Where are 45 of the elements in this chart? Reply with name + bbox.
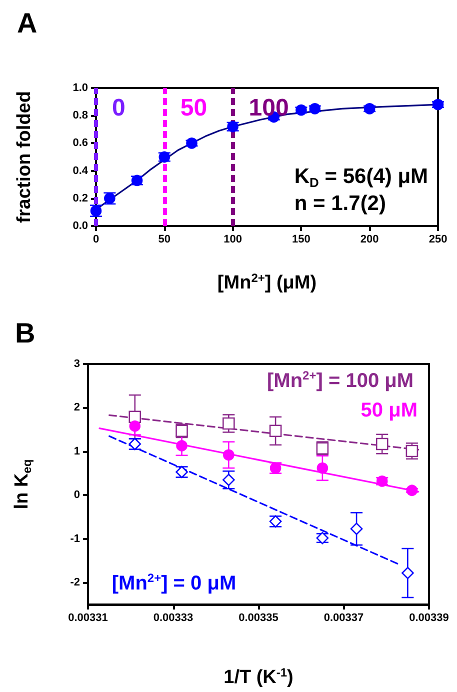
ref-line-label: 50 — [180, 94, 208, 122]
y-tick-label: 0.4 — [72, 164, 89, 177]
y-axis-title: ln Keq — [12, 459, 34, 510]
y-tick-label: 0.6 — [72, 137, 88, 150]
y-tick-label: 0.0 — [72, 220, 88, 232]
x-tick-label: 0.00339 — [409, 612, 449, 624]
point — [350, 522, 363, 535]
point — [364, 103, 376, 114]
x-tick-label: 50 — [158, 234, 171, 246]
point — [223, 449, 234, 461]
x-tick-label: 0 — [92, 234, 100, 246]
y-tick-label: 0.8 — [72, 110, 88, 122]
y-tick-label: 3 — [74, 358, 80, 370]
y-tick-label: -2 — [70, 576, 80, 589]
point — [222, 417, 235, 430]
point — [316, 462, 328, 474]
point — [376, 438, 388, 450]
ref-line-label: 100 — [248, 94, 289, 122]
x-tick-label: 200 — [360, 234, 379, 246]
x-tick-label: 100 — [224, 234, 242, 246]
annotation: n = 1.7(2) — [294, 192, 386, 215]
point — [432, 98, 444, 110]
point — [402, 566, 414, 580]
text: 50 μM — [360, 399, 418, 422]
point — [406, 444, 418, 458]
x-tick-label: 250 — [428, 234, 448, 246]
x-tick-label: 0.00333 — [153, 612, 194, 624]
y-tick-label: 1 — [74, 445, 80, 458]
y-tick-label: 0 — [74, 489, 80, 502]
x-tick-label: 0.00335 — [238, 612, 278, 624]
y-tick-label: 0.2 — [72, 192, 88, 204]
y-tick-label: 2 — [74, 402, 80, 414]
point — [222, 474, 235, 486]
x-tick-label: 0.00337 — [324, 612, 364, 624]
ref-line-label: 0 — [112, 94, 126, 122]
point — [129, 420, 141, 432]
point — [176, 440, 188, 452]
chart-title: A — [17, 8, 38, 38]
x-tick-label: 150 — [292, 234, 310, 246]
point — [269, 424, 282, 438]
y-tick-label: -1 — [70, 532, 80, 545]
chart-title: B — [15, 318, 36, 348]
y-tick-label: 1.0 — [72, 82, 88, 94]
x-tick-label: 0.00331 — [68, 612, 108, 624]
y-axis-title: fraction folded — [14, 91, 35, 223]
